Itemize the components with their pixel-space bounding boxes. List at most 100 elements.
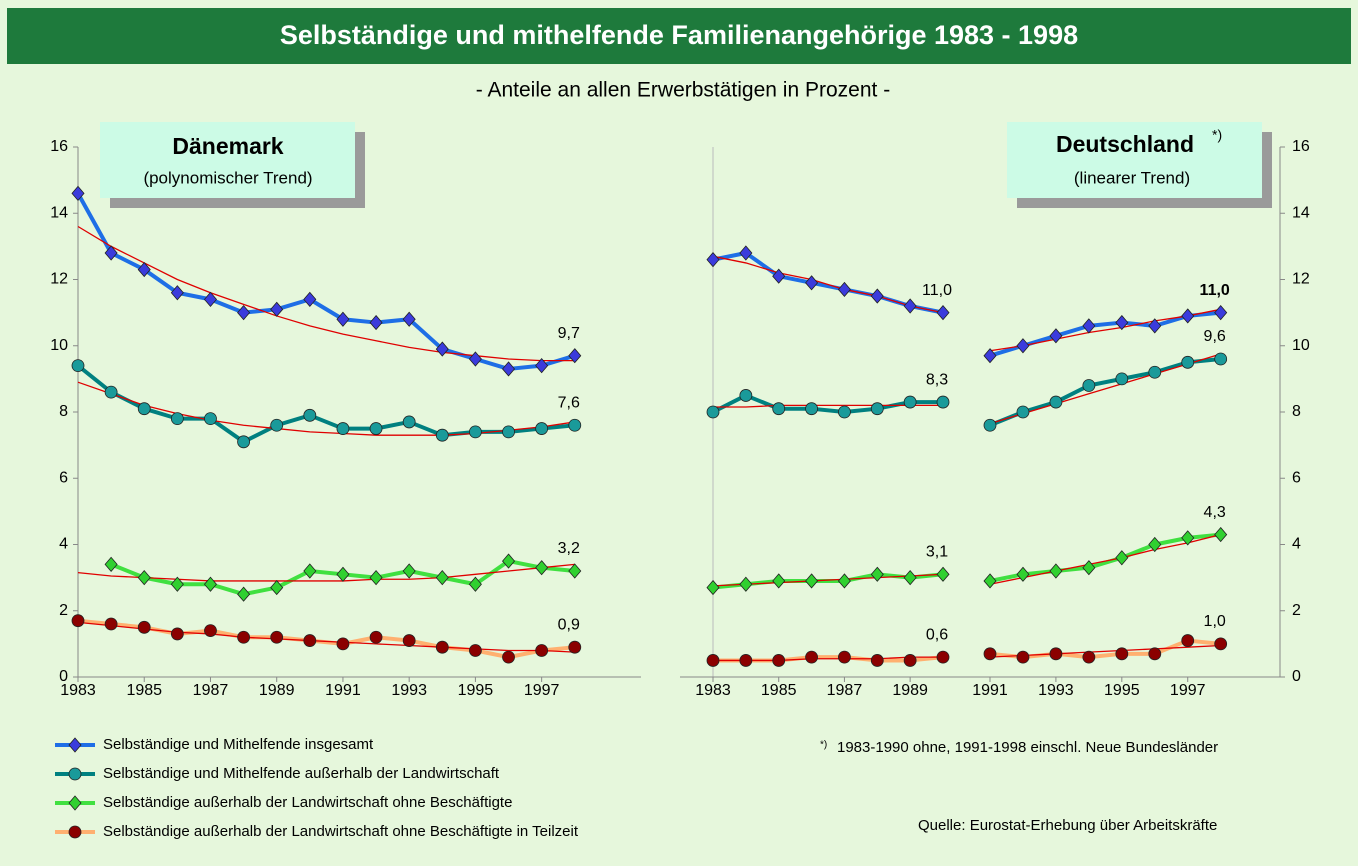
x-tick-label: 1989: [259, 682, 295, 699]
marker: [1115, 647, 1129, 661]
marker: [502, 553, 516, 569]
marker: [137, 620, 151, 634]
marker: [170, 576, 184, 592]
x-tick-label: 1997: [1170, 682, 1206, 699]
marker: [870, 402, 884, 416]
marker: [1181, 634, 1195, 647]
marker: [706, 654, 720, 667]
marker: [805, 573, 819, 589]
x-tick-label: 1995: [1104, 682, 1140, 699]
marker: [1181, 530, 1195, 546]
panel-subtitle: (linearer Trend): [1074, 168, 1190, 187]
y-tick-label: 4: [59, 536, 68, 553]
legend-marker: [68, 825, 82, 839]
panel-title: Deutschland: [1056, 131, 1194, 157]
marker: [1082, 318, 1096, 334]
marker: [983, 647, 997, 661]
data-label: 0,6: [926, 626, 948, 643]
marker: [270, 418, 284, 432]
marker: [137, 402, 151, 416]
marker: [1214, 526, 1228, 543]
marker: [936, 305, 950, 321]
marker: [1214, 637, 1228, 651]
marker: [435, 341, 449, 357]
marker: [1016, 566, 1030, 582]
y-tick-label: 14: [50, 204, 68, 221]
marker: [1049, 328, 1063, 344]
marker: [739, 576, 753, 592]
marker: [838, 650, 851, 664]
marker: [1049, 563, 1063, 579]
x-tick-label: 1993: [391, 682, 427, 699]
marker: [468, 351, 482, 367]
marker: [568, 348, 582, 364]
y-tick-label: 14: [1292, 204, 1310, 221]
marker: [203, 576, 217, 592]
y-tick-label: 2: [59, 602, 68, 619]
label-box: [100, 122, 355, 198]
x-tick-label: 1985: [126, 682, 162, 699]
legend-label: Selbständige und Mithelfende insgesamt: [103, 736, 374, 753]
marker: [936, 566, 950, 582]
y-tick-label: 6: [1292, 469, 1301, 486]
marker: [170, 412, 184, 426]
marker: [104, 617, 118, 631]
marker: [469, 425, 482, 439]
trend-line: [77, 621, 575, 653]
marker: [270, 630, 284, 644]
marker: [435, 428, 449, 442]
data-label: 0,9: [558, 616, 580, 633]
marker: [837, 281, 851, 298]
legend-label: Selbständige und Mithelfende außerhalb d…: [103, 765, 500, 782]
data-label: 3,1: [926, 544, 948, 561]
x-tick-label: 1993: [1038, 682, 1074, 699]
legend-marker: [68, 767, 82, 781]
x-tick-label: 1991: [972, 682, 1008, 699]
marker: [369, 630, 383, 644]
marker: [1181, 308, 1195, 324]
marker: [837, 573, 851, 589]
marker: [936, 395, 950, 409]
marker: [1049, 647, 1063, 661]
marker: [369, 314, 383, 331]
marker: [772, 573, 786, 589]
trend-line: [713, 404, 943, 408]
legend-marker: [68, 795, 82, 811]
marker: [739, 654, 753, 667]
marker: [204, 412, 217, 426]
marker: [369, 422, 383, 435]
marker: [170, 285, 184, 301]
y-tick-label: 16: [50, 138, 68, 155]
marker: [468, 576, 482, 592]
y-tick-label: 12: [1292, 271, 1310, 288]
marker: [435, 570, 449, 586]
subtitle: - Anteile an allen Erwerbstätigen in Pro…: [476, 79, 890, 102]
series-line: [76, 192, 576, 371]
legend-label: Selbständige außerhalb der Landwirtschaf…: [103, 823, 579, 840]
marker: [336, 422, 350, 435]
marker: [71, 185, 85, 201]
x-tick-label: 1997: [524, 682, 560, 699]
y-tick-label: 4: [1292, 536, 1301, 553]
data-label: 8,3: [926, 371, 948, 388]
marker: [903, 395, 917, 409]
marker: [1148, 536, 1162, 553]
marker: [237, 305, 251, 321]
marker: [170, 627, 184, 641]
marker: [104, 245, 118, 261]
title-bar: [7, 8, 1351, 64]
y-tick-label: 0: [1292, 668, 1301, 685]
footnote-mark: *): [820, 740, 827, 751]
marker: [870, 566, 884, 582]
marker: [469, 644, 482, 657]
marker: [1016, 405, 1030, 419]
marker: [903, 654, 917, 667]
marker: [237, 630, 250, 644]
marker: [936, 650, 950, 664]
marker: [1082, 650, 1096, 664]
marker: [402, 563, 416, 579]
marker: [535, 644, 549, 657]
data-label: 9,6: [1204, 328, 1226, 345]
marker: [502, 361, 516, 377]
